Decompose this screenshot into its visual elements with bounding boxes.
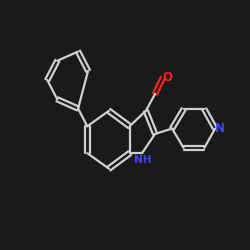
Text: O: O <box>162 71 172 84</box>
Text: NH: NH <box>134 155 152 165</box>
Text: N: N <box>215 122 225 135</box>
